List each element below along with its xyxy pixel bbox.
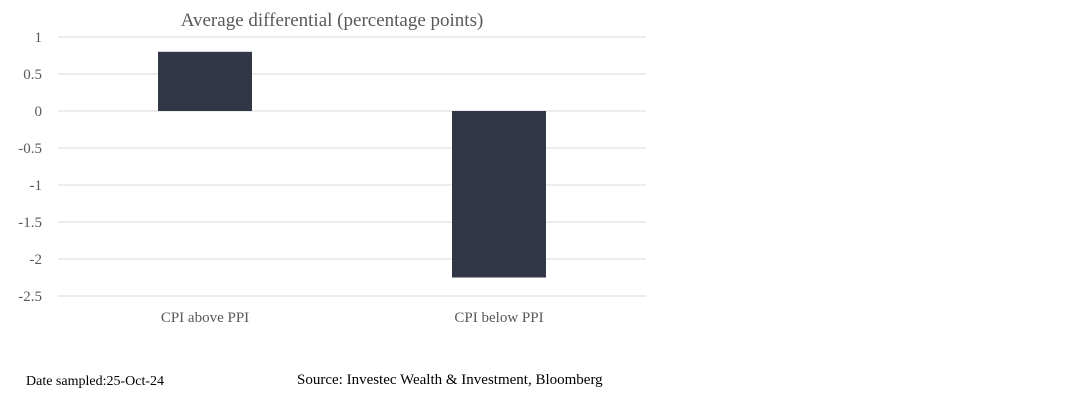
bars <box>158 51 546 278</box>
y-tick-label: -0.5 <box>18 141 42 157</box>
y-tick-label: 0.5 <box>23 67 42 83</box>
y-tick-label: 0 <box>35 104 43 120</box>
source-note: Source: Investec Wealth & Investment, Bl… <box>297 372 603 388</box>
category-label: CPI below PPI <box>454 310 543 326</box>
y-tick-label: -1.5 <box>18 215 42 231</box>
bar-cpi-above-ppi <box>158 51 252 111</box>
chart-title: Average differential (percentage points) <box>181 10 484 31</box>
y-tick-label: 1 <box>35 30 43 46</box>
y-axis-tick-labels: 1 0.5 0 -0.5 -1 -1.5 -2 -2.5 <box>18 30 42 305</box>
bar-cpi-below-ppi <box>452 111 546 278</box>
gridlines <box>58 36 646 297</box>
date-sampled-note: Date sampled:25-Oct-24 <box>26 374 165 389</box>
y-tick-label: -2.5 <box>18 289 42 305</box>
x-axis-category-labels: CPI above PPI CPI below PPI <box>161 310 544 326</box>
y-tick-label: -2 <box>30 252 43 268</box>
category-label: CPI above PPI <box>161 310 249 326</box>
y-tick-label: -1 <box>30 178 43 194</box>
